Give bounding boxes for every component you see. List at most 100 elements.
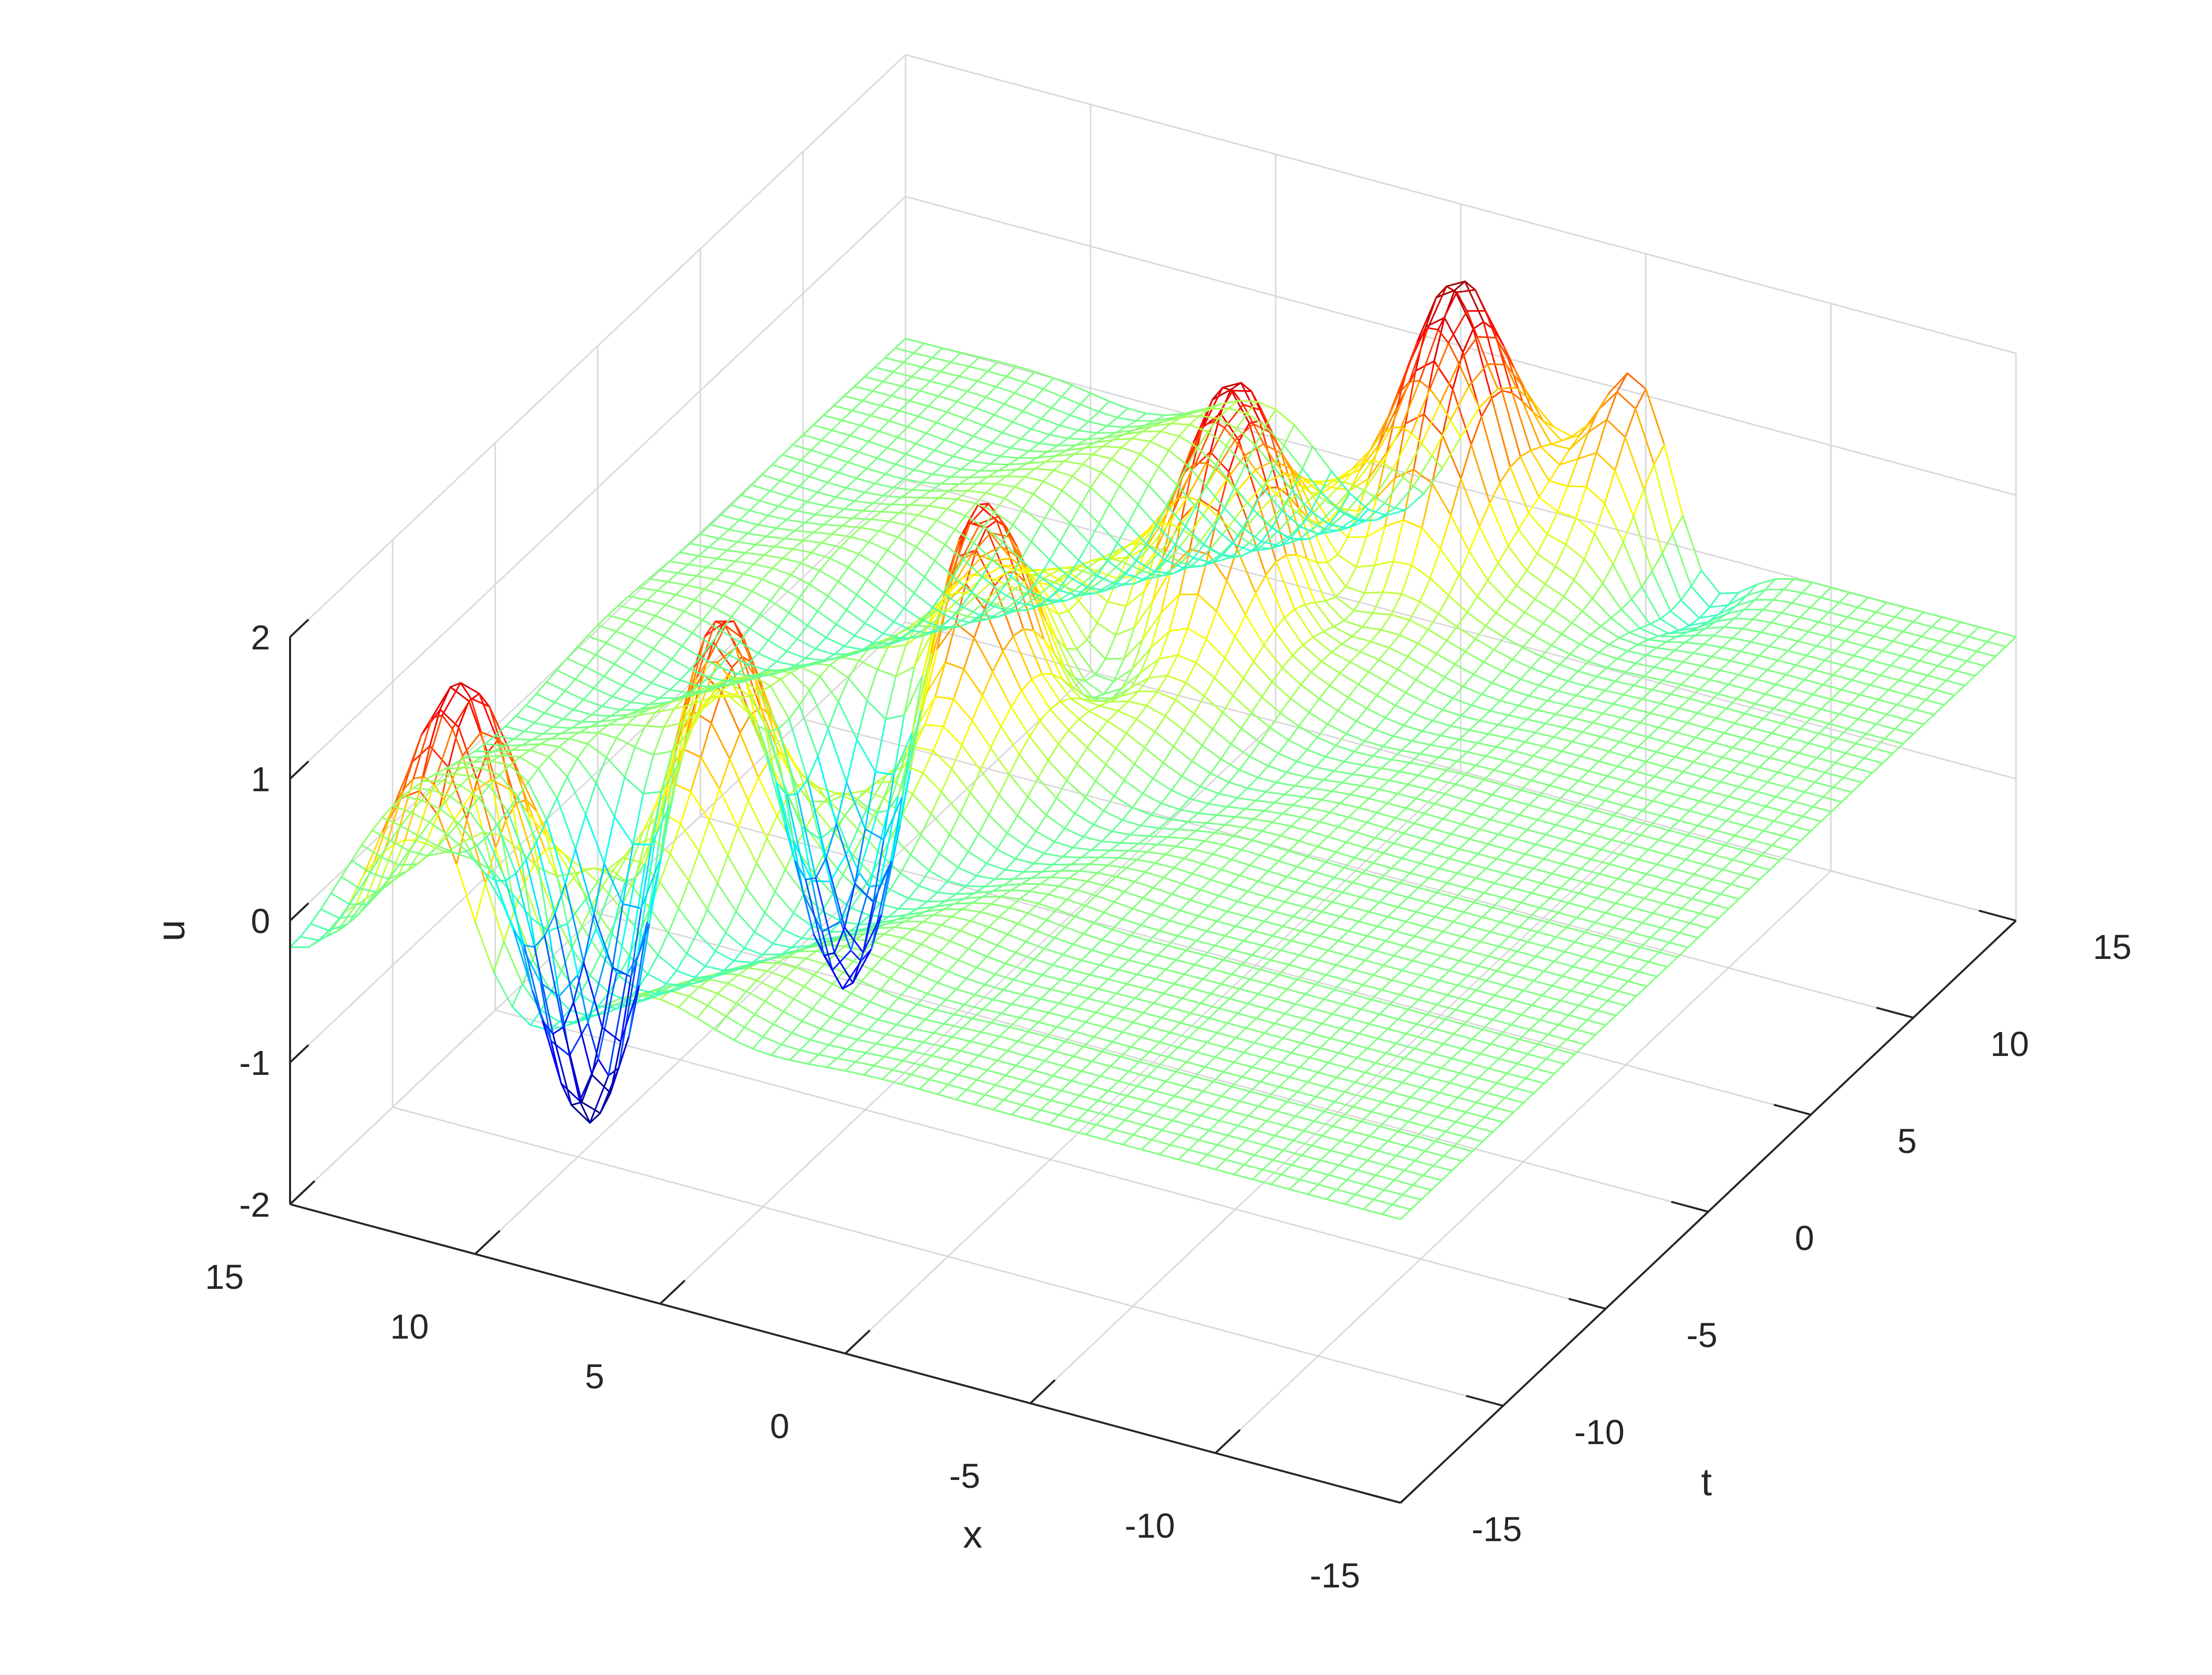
mesh-line (883, 926, 896, 935)
mesh-line (700, 523, 711, 535)
mesh-line (439, 808, 460, 824)
mesh-line (823, 954, 844, 990)
mesh-line (739, 714, 751, 734)
mesh-line (1021, 1104, 1042, 1111)
mesh-line (486, 836, 507, 882)
mesh-line (780, 948, 801, 955)
mesh-line (727, 827, 739, 856)
mesh-line (718, 758, 731, 790)
mesh-line (658, 569, 679, 574)
mesh-line (613, 650, 625, 665)
mesh-line (589, 1112, 602, 1124)
mesh-line (1021, 1094, 1033, 1106)
mesh-line (965, 977, 986, 986)
mesh-line (788, 704, 801, 720)
mesh-line (650, 670, 663, 684)
mesh-line (620, 907, 640, 934)
mesh-line (887, 997, 900, 1010)
mesh-line (499, 774, 519, 798)
mesh-line (984, 1084, 997, 1096)
mesh-line (696, 1017, 717, 1031)
mesh-line (418, 821, 431, 838)
mesh-line (542, 1020, 562, 1084)
mesh-line (1057, 444, 1077, 446)
mesh-line (418, 836, 439, 847)
mesh-line (895, 915, 916, 921)
mesh-line (568, 731, 581, 740)
mesh-line (533, 946, 554, 1035)
mesh-line (963, 994, 976, 1006)
mesh-line (735, 910, 756, 933)
mesh-line (733, 1026, 746, 1041)
mesh-line (511, 892, 531, 919)
mesh-line (402, 733, 423, 791)
mesh-line (636, 988, 657, 995)
mesh-line (916, 1003, 937, 1011)
mesh-line (550, 1040, 571, 1056)
mesh-line (449, 686, 470, 702)
mesh-line (1089, 863, 1109, 866)
mesh-line (706, 908, 727, 934)
mesh-line (806, 755, 819, 780)
mesh-line (856, 1039, 877, 1045)
mesh-line (654, 604, 667, 617)
mesh-line (910, 1073, 931, 1080)
mesh-line (905, 911, 926, 916)
mesh-line (842, 874, 862, 893)
mesh-line (959, 1041, 972, 1052)
floor-gridline-t (700, 815, 1811, 1116)
mesh-line (658, 560, 671, 571)
mesh-line (926, 982, 939, 995)
mesh-line (534, 862, 554, 913)
mesh-line (778, 728, 799, 795)
mesh-line (1003, 1089, 1015, 1101)
mesh-line (632, 660, 644, 675)
mesh-line (710, 696, 731, 699)
mesh-line (412, 717, 433, 780)
mesh-line (617, 956, 638, 1069)
mesh-line (497, 810, 509, 826)
mesh-line (663, 635, 683, 647)
mesh-line (519, 749, 531, 758)
mesh-line (949, 940, 970, 950)
mesh-line (793, 893, 805, 914)
mesh-line (786, 794, 806, 881)
mesh-line (636, 609, 656, 617)
mesh-line (505, 802, 517, 821)
mesh-line (1013, 1079, 1025, 1091)
mesh-line (791, 1032, 811, 1041)
mesh-line (924, 1009, 937, 1021)
mesh-line (803, 985, 823, 997)
mesh-line (980, 1031, 1001, 1038)
mesh-line (799, 1039, 811, 1051)
mesh-line (745, 979, 758, 992)
mesh-line (709, 514, 722, 525)
mesh-line (720, 616, 732, 631)
mesh-line (869, 989, 881, 1003)
mesh-line (848, 1023, 869, 1031)
mesh-line (702, 606, 714, 621)
mesh-line (906, 1014, 926, 1021)
mesh-line (796, 778, 808, 795)
mesh-line (745, 862, 758, 889)
mesh-line (652, 726, 665, 756)
mesh-line (902, 1050, 914, 1061)
mesh-line (527, 767, 539, 783)
mesh-line (330, 876, 342, 894)
mesh-line (831, 949, 852, 971)
mesh-line (694, 965, 706, 979)
mesh-line (716, 854, 729, 884)
mesh-line (351, 859, 371, 874)
mesh-line (764, 1000, 785, 1013)
mesh-line (733, 960, 754, 964)
mesh-line (357, 891, 378, 916)
mesh-line (388, 870, 408, 880)
mesh-line (743, 1026, 764, 1038)
mesh-line (840, 992, 852, 1007)
mesh-line (961, 1018, 974, 1029)
mesh-line (757, 639, 770, 654)
mesh-line (349, 888, 361, 905)
mesh-line (521, 743, 541, 746)
mesh-line (638, 586, 658, 592)
mesh-line (458, 726, 478, 781)
